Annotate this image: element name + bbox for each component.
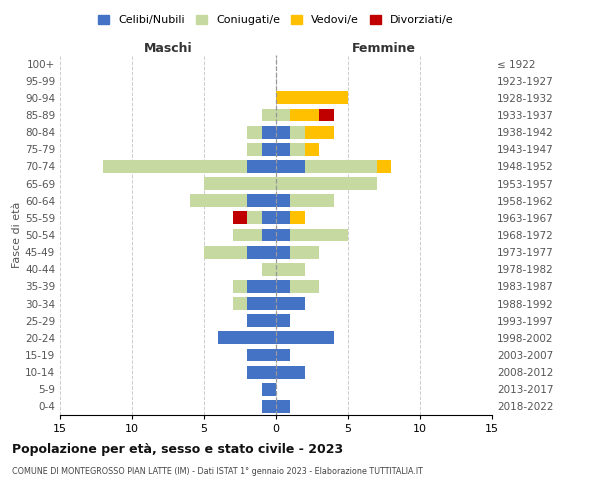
Bar xyxy=(319,108,334,122)
Bar xyxy=(247,126,262,138)
Bar xyxy=(262,383,276,396)
Bar xyxy=(305,160,377,173)
Bar xyxy=(276,246,290,258)
Bar xyxy=(276,366,305,378)
Bar xyxy=(247,314,276,327)
Bar xyxy=(276,194,290,207)
Bar xyxy=(247,160,276,173)
Bar xyxy=(305,126,334,138)
Bar xyxy=(233,228,262,241)
Bar xyxy=(290,143,305,156)
Legend: Celibi/Nubili, Coniugati/e, Vedovi/e, Divorziati/e: Celibi/Nubili, Coniugati/e, Vedovi/e, Di… xyxy=(94,10,458,30)
Bar xyxy=(276,263,305,276)
Bar xyxy=(218,332,276,344)
Bar xyxy=(276,400,290,413)
Bar xyxy=(276,143,290,156)
Bar xyxy=(276,297,305,310)
Bar xyxy=(262,228,276,241)
Bar xyxy=(276,348,290,362)
Bar xyxy=(262,400,276,413)
Bar xyxy=(276,160,305,173)
Bar xyxy=(276,228,290,241)
Bar xyxy=(290,212,305,224)
Bar xyxy=(262,212,276,224)
Bar xyxy=(305,143,319,156)
Bar xyxy=(247,297,276,310)
Y-axis label: Fasce di età: Fasce di età xyxy=(12,202,22,268)
Bar xyxy=(276,332,334,344)
Bar xyxy=(262,108,276,122)
Bar xyxy=(377,160,391,173)
Bar xyxy=(247,212,262,224)
Bar xyxy=(247,348,276,362)
Bar xyxy=(276,126,290,138)
Bar xyxy=(103,160,247,173)
Bar xyxy=(290,194,334,207)
Bar xyxy=(247,246,276,258)
Bar xyxy=(233,212,247,224)
Bar xyxy=(262,143,276,156)
Bar xyxy=(190,194,247,207)
Bar xyxy=(247,366,276,378)
Text: Maschi: Maschi xyxy=(143,42,193,55)
Bar xyxy=(290,108,319,122)
Bar xyxy=(247,280,276,293)
Bar xyxy=(233,297,247,310)
Bar xyxy=(276,280,290,293)
Bar xyxy=(276,177,377,190)
Bar xyxy=(262,263,276,276)
Text: Popolazione per età, sesso e stato civile - 2023: Popolazione per età, sesso e stato civil… xyxy=(12,442,343,456)
Bar xyxy=(290,246,319,258)
Bar xyxy=(290,126,305,138)
Bar xyxy=(276,314,290,327)
Bar xyxy=(247,194,276,207)
Bar xyxy=(290,228,348,241)
Text: COMUNE DI MONTEGROSSO PIAN LATTE (IM) - Dati ISTAT 1° gennaio 2023 - Elaborazion: COMUNE DI MONTEGROSSO PIAN LATTE (IM) - … xyxy=(12,468,423,476)
Bar xyxy=(276,108,290,122)
Bar xyxy=(233,280,247,293)
Bar xyxy=(204,177,276,190)
Bar xyxy=(262,126,276,138)
Text: Femmine: Femmine xyxy=(352,42,416,55)
Bar xyxy=(290,280,319,293)
Bar xyxy=(204,246,247,258)
Bar xyxy=(276,92,348,104)
Bar xyxy=(276,212,290,224)
Bar xyxy=(247,143,262,156)
